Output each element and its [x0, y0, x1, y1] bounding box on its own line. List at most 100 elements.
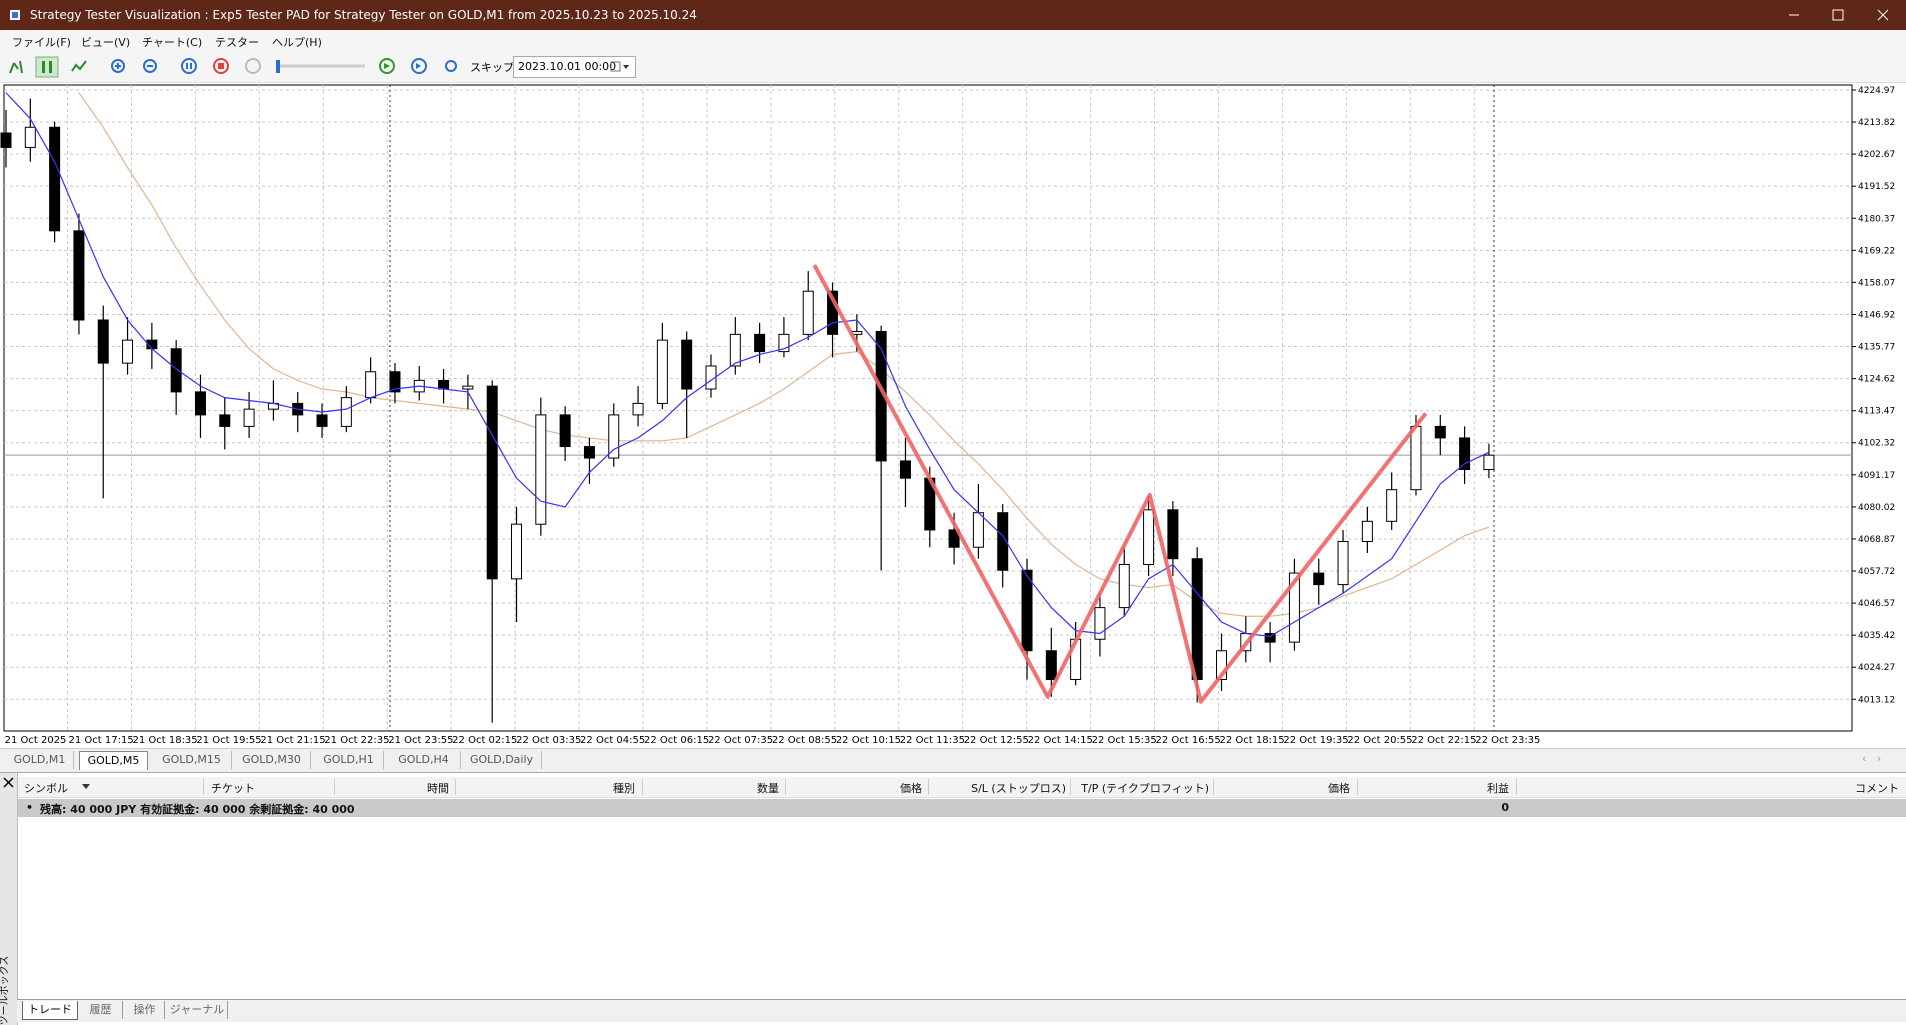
candle-body — [49, 126, 61, 232]
menu-item[interactable]: ビュー(V) — [81, 36, 131, 49]
column-separator — [642, 779, 643, 795]
y-tick-label: 4124.62 — [1858, 375, 1895, 385]
column-header[interactable]: 時間 — [427, 782, 449, 795]
skip-label[interactable]: スキップ — [470, 61, 514, 74]
x-tick-label: 22 Oct 07:35 — [708, 735, 773, 746]
toolbox-tab[interactable]: 操作 — [125, 1001, 165, 1019]
symbol-tab[interactable]: GOLD,Daily — [462, 751, 542, 769]
menu-item[interactable]: ファイル(F) — [12, 36, 71, 49]
x-tick-label: 22 Oct 11:35 — [900, 735, 965, 746]
moving-average — [5, 92, 1490, 637]
candle-body — [802, 290, 814, 335]
balance-text: 残高: 40 000 JPY 有効証拠金: 40 000 余剰証拠金: 40 0… — [40, 803, 355, 816]
menu-item[interactable]: ヘルプ(H) — [272, 36, 322, 49]
symbol-tab[interactable]: GOLD,M15 — [152, 751, 232, 769]
window-controls[interactable] — [1770, 0, 1906, 30]
column-separator — [785, 779, 786, 795]
plot-area — [3, 84, 1853, 732]
candle-body — [1337, 540, 1349, 586]
x-tick-label: 21 Oct 22:35 — [324, 735, 389, 746]
candle-body — [948, 529, 960, 548]
candle-body — [632, 402, 644, 416]
y-tick-label: 4224.97 — [1858, 86, 1895, 96]
toolbox-tab[interactable]: ジャーナル — [167, 1001, 228, 1019]
x-tick-label: 22 Oct 19:35 — [1283, 735, 1348, 746]
bullet: • — [26, 801, 34, 814]
candle-body — [0, 132, 12, 148]
candle-body — [389, 371, 401, 393]
candle-body — [243, 408, 255, 427]
column-separator — [1070, 779, 1071, 795]
x-tick-label: 21 Oct 21:15 — [260, 735, 325, 746]
menu-item[interactable]: チャート(C) — [142, 36, 203, 49]
toolbar-icons[interactable] — [0, 51, 460, 82]
candle-body — [73, 230, 85, 321]
date-picker[interactable]: 2023.10.01 00:00 — [513, 56, 636, 78]
moving-average — [78, 92, 1490, 617]
x-tick-label: 22 Oct 22:15 — [1411, 735, 1476, 746]
title-bar: Strategy Tester Visualization : Exp5 Tes… — [0, 0, 1906, 30]
candle-body — [583, 446, 595, 459]
toolbox-tab[interactable]: トレード — [22, 1001, 78, 1020]
menu-bar: ファイル(F) ビュー(V) チャート(C) テスター ヘルプ(H) — [0, 30, 1906, 51]
date-value: 2023.10.01 00:00 — [518, 60, 617, 73]
column-header[interactable]: 価格 — [900, 782, 922, 795]
candle-body — [1216, 650, 1227, 681]
y-tick-label: 4024.27 — [1858, 663, 1895, 673]
menu-item[interactable]: テスター — [215, 36, 259, 49]
y-tick-label: 4135.77 — [1858, 343, 1895, 353]
x-tick-label: 21 Oct 18:35 — [132, 735, 197, 746]
x-tick-label: 22 Oct 06:15 — [644, 735, 709, 746]
candle-body — [754, 333, 766, 353]
candle-body — [340, 397, 352, 427]
column-separator — [1213, 779, 1214, 795]
app-icon — [10, 10, 20, 20]
symbol-tab[interactable]: GOLD,H4 — [387, 751, 461, 769]
column-separator — [203, 779, 204, 795]
symbol-tab[interactable]: GOLD,M30 — [233, 751, 311, 769]
column-header[interactable]: シンボル — [24, 782, 68, 795]
y-tick-label: 4146.92 — [1858, 310, 1895, 320]
x-tick-label: 21 Oct 19:55 — [196, 735, 261, 746]
x-tick-label: 22 Oct 08:55 — [772, 735, 837, 746]
y-tick-label: 4180.37 — [1858, 214, 1895, 224]
sort-arrow[interactable] — [82, 784, 90, 790]
x-tick-label: 22 Oct 03:35 — [516, 735, 581, 746]
candle-body — [486, 385, 498, 580]
y-tick-label: 4046.57 — [1858, 599, 1895, 609]
column-header[interactable]: 価格 — [1328, 782, 1350, 795]
candle-body — [681, 339, 693, 390]
date-dropdown[interactable] — [610, 61, 632, 73]
toolbox-tab[interactable]: 履歴 — [79, 1001, 123, 1019]
candle-body — [170, 348, 182, 393]
column-header[interactable]: 種別 — [613, 782, 635, 795]
tab-scroll[interactable]: ‹ › — [1862, 752, 1882, 765]
candle-body — [778, 333, 790, 353]
column-separator — [334, 779, 335, 795]
symbol-tab[interactable]: GOLD,M5 — [79, 751, 148, 770]
candle-body — [559, 414, 571, 448]
column-header[interactable]: 数量 — [757, 782, 779, 795]
candle-body — [535, 414, 547, 525]
symbol-tab[interactable]: GOLD,H1 — [314, 751, 384, 769]
column-header[interactable]: コメント — [1855, 782, 1899, 795]
symbol-tab[interactable]: GOLD,M1 — [6, 751, 74, 769]
column-header[interactable]: チケット — [211, 782, 255, 795]
column-header[interactable]: 利益 — [1487, 782, 1509, 795]
x-tick-label: 22 Oct 16:55 — [1156, 735, 1221, 746]
column-header[interactable]: S/L (ストップロス) — [971, 782, 1066, 795]
candle-body — [1021, 569, 1033, 652]
x-tick-label: 22 Oct 14:15 — [1028, 735, 1093, 746]
candle-body — [1143, 509, 1155, 565]
candle-body — [1045, 650, 1057, 681]
column-header[interactable]: T/P (テイクプロフィット) — [1081, 782, 1209, 795]
close-toolbox[interactable] — [3, 777, 14, 788]
y-tick-label: 4013.12 — [1858, 695, 1895, 705]
candle-body — [997, 512, 1009, 571]
y-tick-label: 4113.47 — [1858, 407, 1895, 417]
candle-body — [899, 460, 911, 479]
candle-body — [827, 290, 839, 335]
y-tick-label: 4102.32 — [1858, 439, 1895, 449]
toolbox-tabs: トレード 履歴 操作 ジャーナル — [17, 999, 1906, 1022]
